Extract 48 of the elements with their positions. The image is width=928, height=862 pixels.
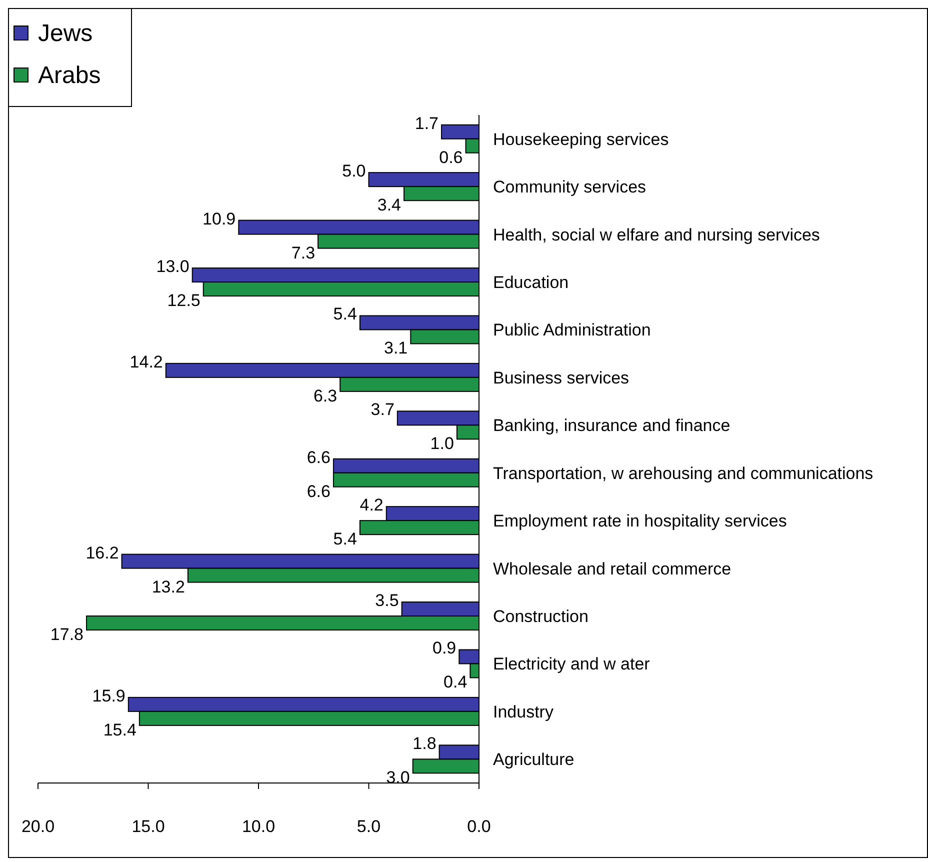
x-tick-label: 20.0 (21, 817, 55, 836)
y-tick-label: Education (493, 273, 569, 292)
data-label: 3.5 (375, 591, 399, 610)
y-tick-label: Agriculture (493, 750, 574, 770)
data-label: 0.9 (432, 638, 456, 658)
data-label: 1.0 (430, 434, 454, 454)
x-tick-label: 10.0 (242, 817, 276, 836)
data-label: 3.7 (370, 400, 394, 420)
y-tick-label: Wholesale and retail commerce (493, 559, 732, 578)
data-label: 14.2 (130, 352, 163, 372)
data-label: 15.4 (103, 720, 136, 740)
y-tick-label: Electricity and w ater (493, 654, 650, 674)
y-tick-label: Transportation, w arehousing and communications (493, 464, 874, 483)
data-label: 0.4 (444, 672, 468, 692)
y-tick-label: Housekeeping services (493, 130, 669, 149)
data-label: 6.3 (313, 386, 338, 406)
data-label: 1.7 (414, 114, 439, 133)
y-tick-label: Business services (493, 368, 630, 388)
data-label: 0.6 (439, 148, 463, 167)
data-label: 3.4 (377, 196, 402, 215)
data-label: 6.6 (306, 448, 330, 467)
y-tick-label: Employment rate in hospitality services (493, 512, 787, 531)
x-tick-label: 0.0 (467, 817, 491, 836)
x-tick-label: 5.0 (356, 817, 381, 836)
y-tick-label: Banking, insurance and finance (493, 416, 730, 436)
data-label: 3.1 (384, 338, 408, 358)
data-label: 1.8 (412, 734, 436, 754)
data-label: 5.4 (333, 304, 357, 324)
data-label: 17.8 (50, 625, 84, 644)
y-tick-label: Community services (493, 178, 646, 197)
data-label: 12.5 (167, 291, 200, 310)
y-tick-label: Construction (493, 607, 588, 626)
data-label: 13.2 (152, 577, 185, 596)
y-tick-label: Public Administration (493, 320, 651, 340)
legend-label: Arabs (38, 62, 101, 89)
legend-label: Jews (38, 20, 93, 47)
data-label: 5.0 (342, 162, 366, 181)
data-label: 13.0 (156, 257, 190, 276)
data-label: 7.3 (291, 243, 316, 262)
data-label: 5.4 (333, 530, 357, 549)
data-label: 15.9 (92, 686, 126, 706)
x-tick-label: 15.0 (132, 817, 165, 836)
y-tick-label: Health, social w elfare and nursing services (493, 225, 820, 244)
data-label: 16.2 (86, 543, 119, 562)
y-tick-label: Industry (493, 702, 554, 722)
data-label: 6.6 (306, 482, 330, 501)
data-label: 4.2 (360, 496, 384, 515)
data-label: 10.9 (202, 209, 236, 228)
